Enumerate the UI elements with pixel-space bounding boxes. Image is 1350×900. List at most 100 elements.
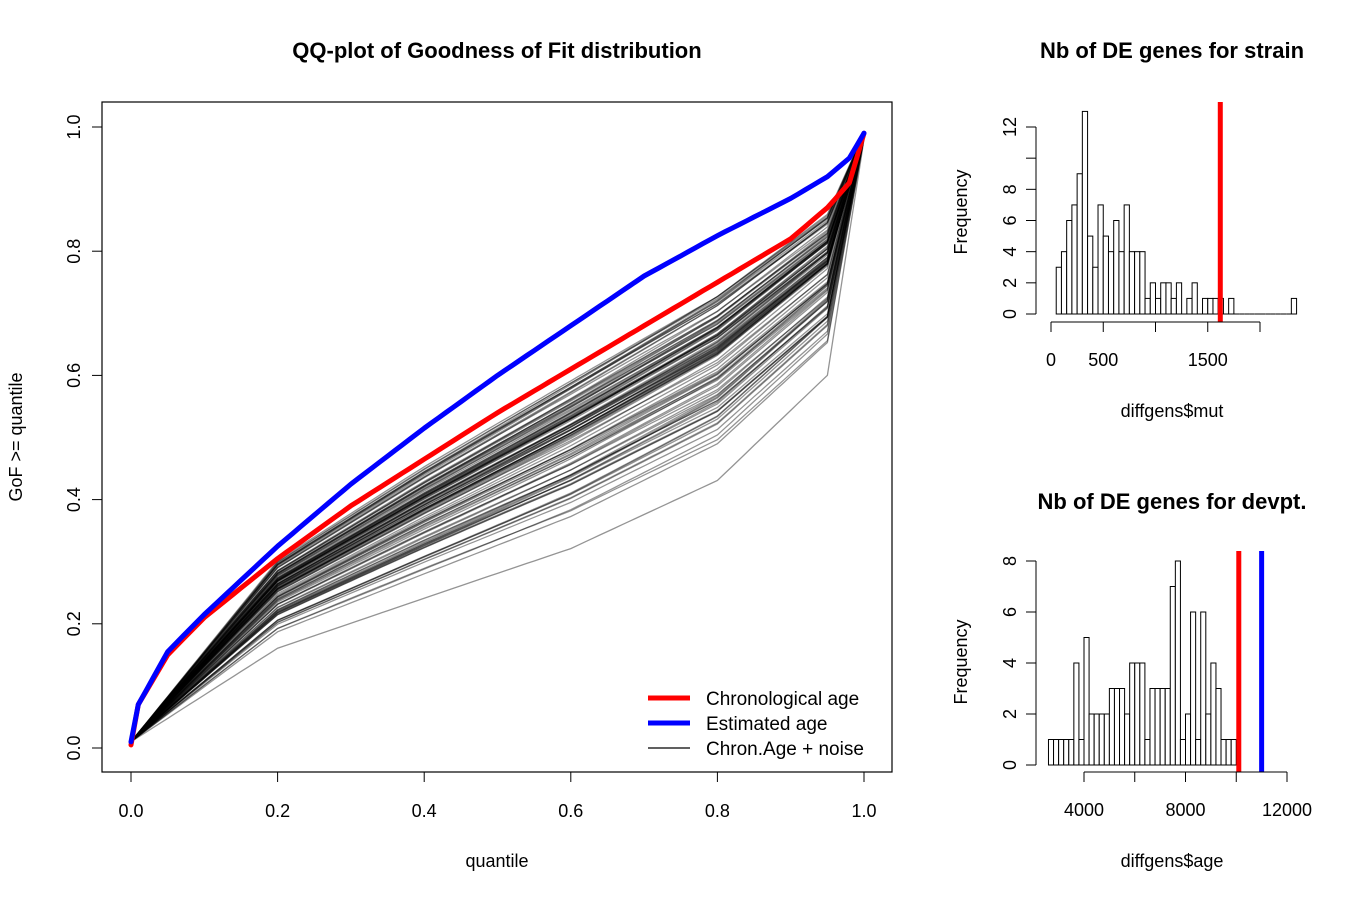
noise-curve <box>130 133 865 743</box>
x-tick-label: 1.0 <box>851 801 876 821</box>
histogram-bar <box>1170 297 1177 315</box>
noise-curve <box>130 133 865 743</box>
histogram-bar <box>1108 688 1115 766</box>
noise-curve <box>130 134 865 743</box>
histogram-bar <box>1047 739 1055 766</box>
noise-curve <box>130 134 865 743</box>
noise-curve <box>130 135 865 743</box>
histogram-bar <box>1073 662 1080 766</box>
noise-curve <box>130 136 865 743</box>
histogram-bar <box>1092 266 1099 315</box>
noise-curve <box>130 133 865 743</box>
histogram-bar <box>1087 235 1094 315</box>
noise-curve <box>130 133 865 743</box>
histogram-bar <box>1063 739 1070 766</box>
noise-curve <box>130 135 865 743</box>
noise-curve <box>130 137 865 743</box>
histogram-bar <box>1071 204 1078 315</box>
y-tick-label: 6 <box>1000 607 1020 617</box>
y-tick-label: 2 <box>1000 278 1020 288</box>
histogram-bar <box>1093 713 1100 766</box>
histogram-bar <box>1190 611 1197 766</box>
noise-curve <box>130 133 865 743</box>
histogram-bar <box>1144 739 1151 766</box>
x-tick-label: 0.8 <box>705 801 730 821</box>
noise-curve <box>130 136 865 743</box>
y-tick-label: 0 <box>1000 309 1020 319</box>
y-tick-label: 0 <box>1000 760 1020 770</box>
histogram-bar <box>1212 297 1219 315</box>
histogram-bar <box>1195 739 1202 766</box>
noise-curve <box>130 139 865 743</box>
noise-curve <box>130 134 865 743</box>
x-tick-label: 0.2 <box>265 801 290 821</box>
noise-curve <box>130 133 865 743</box>
noise-curve <box>130 134 865 743</box>
histogram-devpt-x-label: diffgens$age <box>1121 851 1224 871</box>
y-tick-label: 8 <box>1000 184 1020 194</box>
noise-curve <box>130 134 865 743</box>
noise-curve <box>130 136 865 743</box>
noise-curves-group <box>130 132 865 743</box>
noise-curve <box>130 135 865 743</box>
noise-curve <box>130 135 865 743</box>
noise-curve <box>130 134 865 743</box>
histogram-bar <box>1068 739 1075 766</box>
histogram-bar <box>1220 739 1227 766</box>
qq-plot-title: QQ-plot of Goodness of Fit distribution <box>292 38 701 63</box>
qq-plot-y-label: GoF >= quantile <box>6 372 26 501</box>
histogram-bar <box>1139 662 1146 766</box>
qq-plot-series-group <box>128 130 867 748</box>
histogram-bar <box>1134 251 1141 315</box>
histogram-bar <box>1098 713 1105 766</box>
noise-curve <box>130 133 865 743</box>
histogram-bar <box>1185 713 1192 766</box>
histogram-bar <box>1169 586 1176 766</box>
histogram-bar <box>1078 739 1085 766</box>
histogram-bar <box>1159 688 1166 766</box>
y-tick-label: 8 <box>1000 556 1020 566</box>
histogram-bar <box>1134 662 1141 766</box>
noise-curve <box>130 135 865 743</box>
noise-curve <box>130 134 865 743</box>
noise-curve <box>130 134 865 743</box>
noise-curve <box>130 136 865 743</box>
histogram-bar <box>1155 297 1162 315</box>
histogram-strain-title: Nb of DE genes for strain <box>1040 38 1304 63</box>
histogram-bar <box>1230 739 1237 766</box>
histogram-bar <box>1191 282 1198 315</box>
noise-curve <box>130 134 865 743</box>
y-tick-label: 4 <box>1000 658 1020 668</box>
histogram-bar <box>1149 688 1156 766</box>
noise-curve <box>130 137 865 743</box>
histogram-bar <box>1083 637 1090 766</box>
y-tick-label: 0.0 <box>64 735 84 760</box>
histogram-bar <box>1139 251 1146 315</box>
noise-curve <box>130 133 865 743</box>
histogram-bar <box>1119 688 1126 766</box>
noise-curve <box>130 135 865 743</box>
histogram-devpt-title: Nb of DE genes for devpt. <box>1038 489 1307 514</box>
noise-curve <box>130 135 865 743</box>
histogram-bar <box>1186 297 1193 315</box>
histogram-bar <box>1118 251 1125 315</box>
noise-curve <box>130 133 865 743</box>
histogram-bar <box>1290 297 1298 315</box>
histogram-bar <box>1179 739 1187 766</box>
histogram-bar <box>1205 713 1212 766</box>
y-tick-label: 1.0 <box>64 114 84 139</box>
histogram-bar <box>1081 110 1089 315</box>
noise-curve <box>130 134 865 743</box>
noise-curve <box>130 136 865 743</box>
legend-label-estimated-age: Estimated age <box>706 714 827 735</box>
noise-curve <box>130 137 865 743</box>
histogram-bar <box>1129 662 1136 766</box>
y-tick-label: 2 <box>1000 709 1020 719</box>
noise-curve <box>130 133 865 743</box>
histogram-bar <box>1107 251 1115 315</box>
x-tick-label: 1500 <box>1188 350 1228 370</box>
noise-curve <box>130 134 865 743</box>
y-tick-label: 0.4 <box>64 487 84 512</box>
noise-curve <box>130 137 865 743</box>
